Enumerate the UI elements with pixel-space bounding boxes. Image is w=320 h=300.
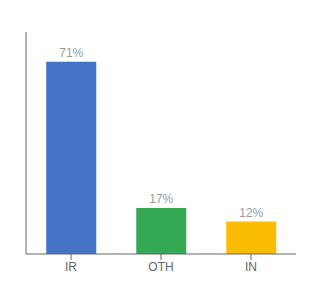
svg-text:IR: IR <box>65 260 77 274</box>
svg-text:12%: 12% <box>239 206 263 220</box>
svg-text:17%: 17% <box>149 192 173 206</box>
svg-text:IN: IN <box>245 260 257 274</box>
svg-text:71%: 71% <box>59 46 83 60</box>
svg-text:OTH: OTH <box>148 260 173 274</box>
